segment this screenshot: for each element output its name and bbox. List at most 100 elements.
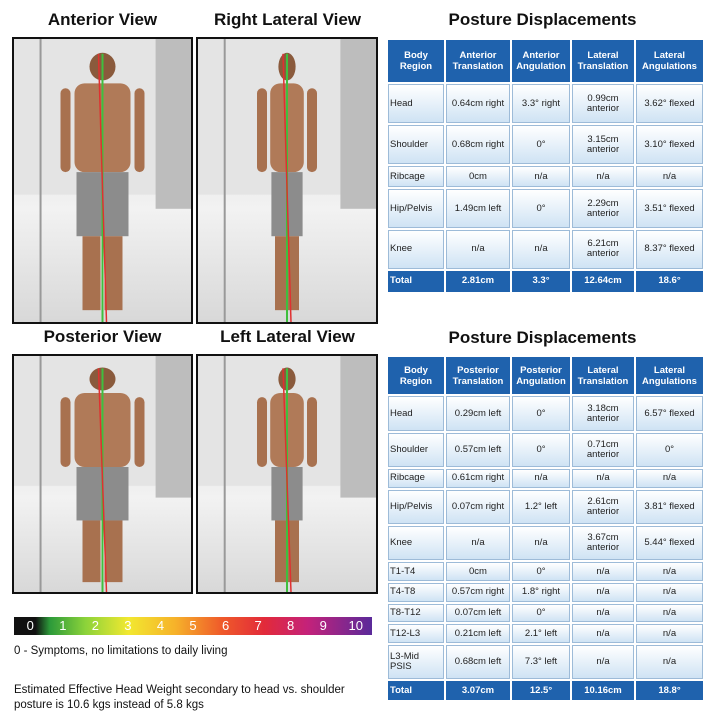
cell: 2.1° left (512, 624, 570, 643)
cell: 0° (636, 433, 703, 467)
column-header: Posterior Angulation (512, 357, 570, 394)
page: Anterior View Right Lateral View Posture… (0, 0, 707, 718)
table-title: Posture Displacements (388, 10, 697, 30)
scale-label: 9 (307, 617, 340, 635)
view-title: Posterior View (12, 327, 193, 347)
cell: 5.44° flexed (636, 526, 703, 560)
photo-figure (14, 39, 191, 322)
cell: n/a (636, 645, 703, 679)
cell: 1.49cm left (446, 189, 510, 228)
scale-label: 7 (242, 617, 275, 635)
view-title: Right Lateral View (195, 10, 380, 30)
cell: T4-T8 (388, 583, 444, 602)
cell: n/a (572, 604, 634, 623)
column-header: Lateral Translation (572, 40, 634, 82)
cell: 3.81° flexed (636, 490, 703, 524)
cell: n/a (636, 624, 703, 643)
cell: 12.5° (512, 681, 570, 700)
cell: 0.21cm left (446, 624, 510, 643)
cell: 0° (512, 604, 570, 623)
cell: 0cm (446, 166, 510, 187)
cell: 0cm (446, 562, 510, 581)
cell: n/a (446, 230, 510, 269)
cell: 0.68cm left (446, 645, 510, 679)
cell: Ribcage (388, 166, 444, 187)
column-header: Lateral Translation (572, 357, 634, 394)
photo (196, 354, 378, 594)
photo (12, 354, 193, 594)
cell: 0° (512, 396, 570, 430)
photo-figure (198, 39, 376, 322)
cell: n/a (512, 230, 570, 269)
cell: n/a (636, 166, 703, 187)
cell: Ribcage (388, 469, 444, 488)
cell: 0.07cm left (446, 604, 510, 623)
cell: 3.67cm anterior (572, 526, 634, 560)
cell: 8.37° flexed (636, 230, 703, 269)
scale-label: 1 (47, 617, 80, 635)
scale-label: 4 (144, 617, 177, 635)
cell: n/a (512, 469, 570, 488)
cell: T1-T4 (388, 562, 444, 581)
cell: Total (388, 271, 444, 292)
cell: 2.29cm anterior (572, 189, 634, 228)
cell: n/a (572, 469, 634, 488)
cell: 3.3° (512, 271, 570, 292)
cell: n/a (572, 624, 634, 643)
cell: 12.64cm (572, 271, 634, 292)
cell: Hip/Pelvis (388, 189, 444, 228)
cell: L3-Mid PSIS (388, 645, 444, 679)
cell: T12-L3 (388, 624, 444, 643)
cell: 0.68cm right (446, 125, 510, 164)
cell: 3.07cm (446, 681, 510, 700)
scale-label: 0 (14, 617, 47, 635)
cell: 3.3° right (512, 84, 570, 123)
scale-label: 6 (209, 617, 242, 635)
cell: 3.15cm anterior (572, 125, 634, 164)
cell: T8-T12 (388, 604, 444, 623)
cell: 1.2° left (512, 490, 570, 524)
column-header: Lateral Angulations (636, 40, 703, 82)
cell: n/a (446, 526, 510, 560)
photo-figure (14, 356, 191, 592)
cell: 2.61cm anterior (572, 490, 634, 524)
scale-label: 10 (339, 617, 372, 635)
cell: 3.18cm anterior (572, 396, 634, 430)
table-title: Posture Displacements (388, 328, 697, 348)
note: 0 - Symptoms, no limitations to daily li… (14, 645, 374, 657)
column-header: Body Region (388, 40, 444, 82)
cell: 0.07cm right (446, 490, 510, 524)
cell: n/a (636, 583, 703, 602)
cell: n/a (512, 166, 570, 187)
cell: n/a (572, 583, 634, 602)
cell: 0.61cm right (446, 469, 510, 488)
photo (12, 37, 193, 324)
cell: Shoulder (388, 125, 444, 164)
cell: 3.62° flexed (636, 84, 703, 123)
view-title: Anterior View (12, 10, 193, 30)
cell: Knee (388, 526, 444, 560)
cell: Hip/Pelvis (388, 490, 444, 524)
cell: 0° (512, 189, 570, 228)
cell: 0.29cm left (446, 396, 510, 430)
column-header: Body Region (388, 357, 444, 394)
cell: 18.6° (636, 271, 703, 292)
cell: 18.8° (636, 681, 703, 700)
column-header: Anterior Translation (446, 40, 510, 82)
